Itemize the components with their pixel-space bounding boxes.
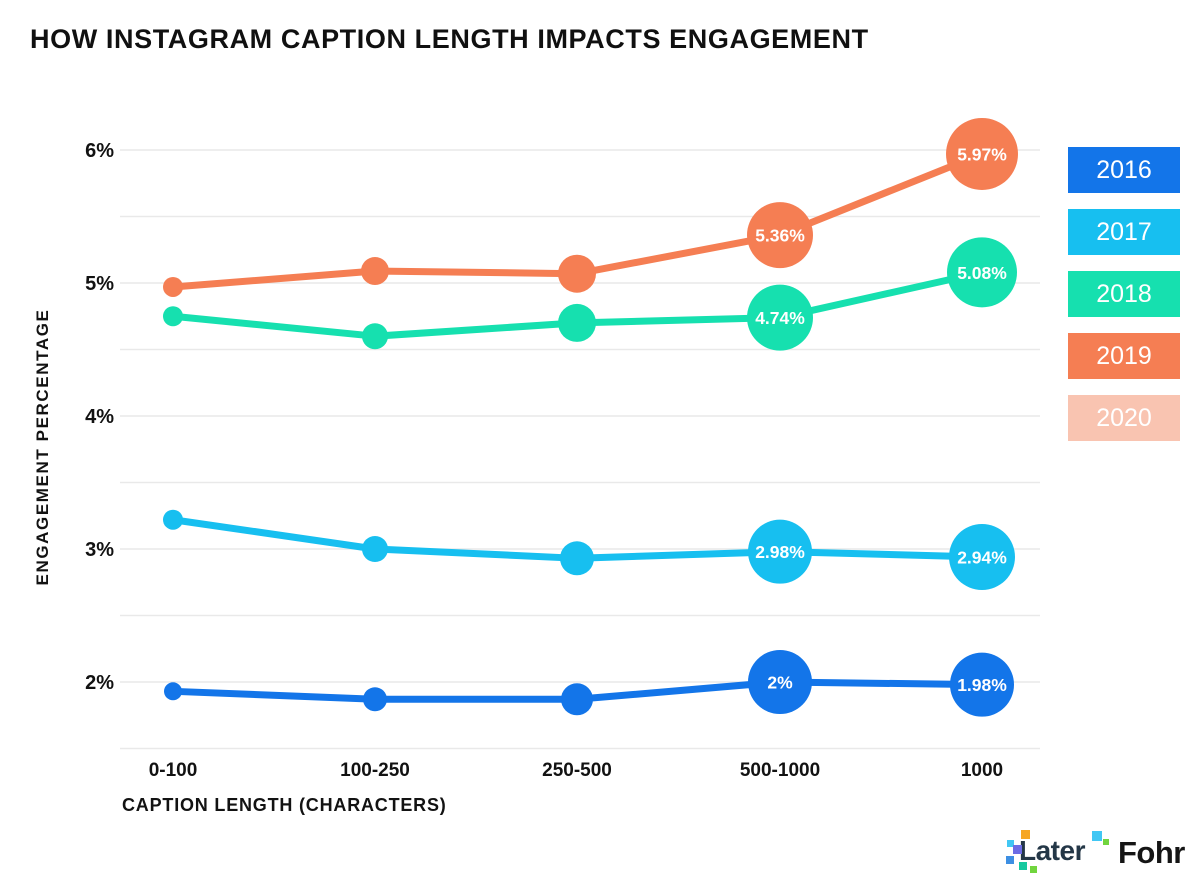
data-point-2019-500-1000 [747, 202, 813, 269]
legend: 2016 2017 2018 2019 2020 [1068, 147, 1180, 457]
chart-title: HOW INSTAGRAM CAPTION LENGTH IMPACTS ENG… [30, 24, 869, 54]
data-point-2017-500-1000 [748, 519, 812, 584]
point-label-2017-500-1000: 2.98% [755, 542, 805, 562]
point-label-2019-1000: 5.97% [957, 144, 1007, 164]
point-label-2016-1000: 1.98% [957, 675, 1007, 695]
legend-item-2017: 2017 [1068, 209, 1180, 255]
later-logo-pixel-icon [1013, 845, 1022, 854]
data-point-2018-1000 [947, 237, 1017, 308]
y-axis-label: ENGAGEMENT PERCENTAGE [33, 308, 52, 586]
later-logo-pixel-icon [1030, 866, 1037, 873]
x-tick-label: 1000 [961, 760, 1003, 781]
data-point-2017-1000 [949, 523, 1015, 590]
data-point-2016-100-250 [363, 687, 387, 712]
fohr-logo: Fohr [1118, 835, 1185, 870]
x-tick-label: 0-100 [149, 760, 198, 781]
point-label-2017-1000: 2.94% [957, 547, 1007, 567]
point-label-2016-500-1000: 2% [767, 673, 793, 693]
data-point-2017-100-250 [362, 536, 388, 562]
data-point-2019-100-250 [361, 257, 389, 286]
data-point-2016-250-500 [561, 683, 593, 716]
data-point-2017-0-100 [163, 509, 183, 530]
point-label-2018-500-1000: 4.74% [755, 308, 805, 328]
data-point-2019-1000 [946, 117, 1018, 190]
y-tick-label: 5% [85, 273, 114, 295]
later-logo-pixel-icon [1092, 831, 1102, 841]
data-point-2016-500-1000 [748, 650, 812, 714]
later-logo-pixel-icon [1007, 840, 1014, 847]
data-point-2018-250-500 [558, 303, 596, 342]
later-logo-pixel-icon [1103, 839, 1109, 845]
later-logo-pixel-icon [1019, 862, 1027, 870]
data-point-2018-0-100 [163, 306, 183, 327]
legend-item-2020: 2020 [1068, 395, 1180, 441]
y-tick-label: 2% [85, 672, 114, 694]
x-tick-label: 500-1000 [740, 760, 820, 781]
legend-item-2019: 2019 [1068, 333, 1180, 379]
data-point-2016-1000 [950, 652, 1014, 717]
x-axis-label: CAPTION LENGTH (CHARACTERS) [122, 795, 447, 815]
point-label-2019-500-1000: 5.36% [755, 226, 805, 246]
legend-item-2016: 2016 [1068, 147, 1180, 193]
y-tick-label: 3% [85, 539, 114, 561]
legend-item-2018: 2018 [1068, 271, 1180, 317]
data-point-2016-0-100 [164, 682, 182, 701]
y-tick-label: 4% [85, 406, 114, 428]
data-point-2018-500-1000 [747, 284, 813, 351]
data-point-2019-250-500 [558, 254, 596, 293]
later-logo: Later [1006, 830, 1112, 876]
later-logo-pixel-icon [1021, 830, 1030, 839]
point-label-2018-1000: 5.08% [957, 263, 1007, 283]
x-tick-label: 250-500 [542, 760, 612, 781]
later-logo-text: Later [1019, 835, 1085, 866]
footer-logos: Later Fohr [1000, 828, 1190, 878]
data-point-2017-250-500 [560, 541, 594, 576]
data-point-2019-0-100 [163, 276, 183, 297]
data-point-2018-100-250 [362, 323, 388, 350]
x-tick-label: 100-250 [340, 760, 410, 781]
y-tick-label: 6% [85, 140, 114, 162]
later-logo-pixel-icon [1006, 856, 1014, 864]
